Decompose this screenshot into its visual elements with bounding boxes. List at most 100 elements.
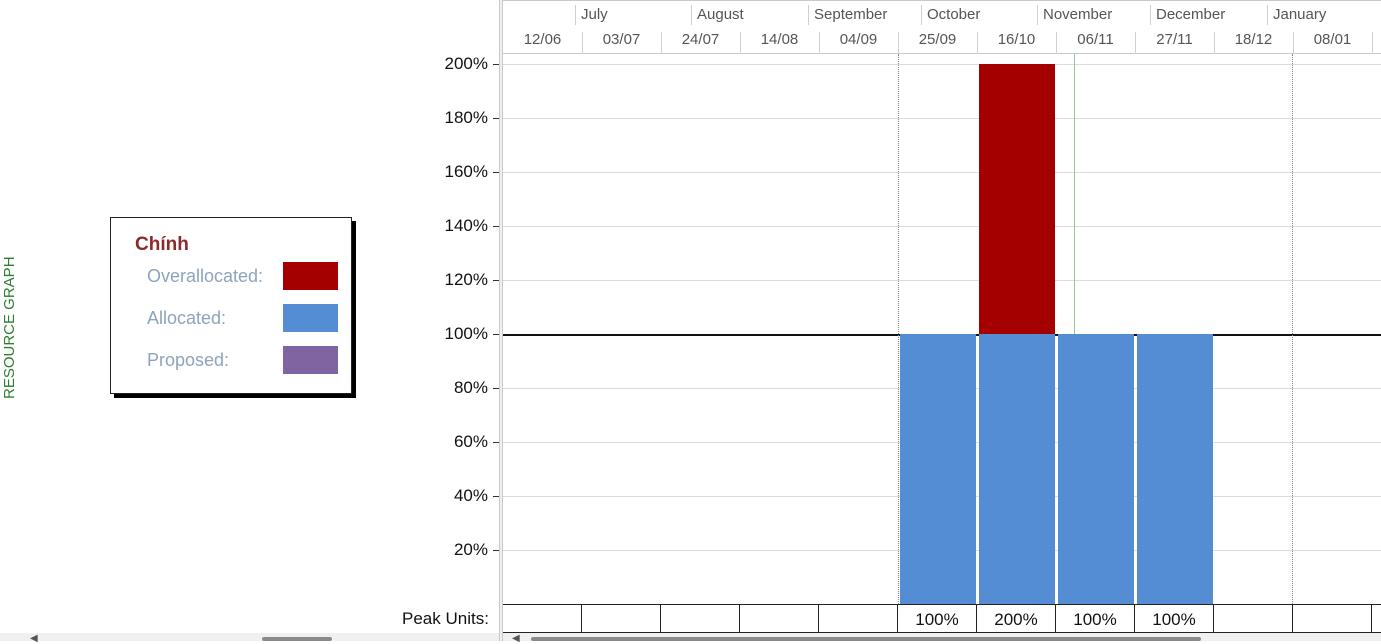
peak-units-row: 100% 200% 100% 100%	[503, 604, 1381, 633]
month-separator	[691, 5, 692, 25]
peak-units-cell	[740, 605, 819, 633]
legend-title: Chính	[135, 234, 189, 255]
y-tick-mark	[493, 388, 499, 389]
y-tick-label: 140%	[444, 216, 488, 235]
period-marker-line	[898, 54, 899, 604]
y-tick-label: 180%	[444, 108, 488, 127]
peak-units-cell	[1293, 605, 1372, 633]
month-separator	[1267, 5, 1268, 25]
left-scroll-arrow-icon[interactable]: ◀	[30, 633, 38, 644]
gridline	[503, 118, 1381, 119]
peak-units-cell	[661, 605, 740, 633]
legend-box[interactable]: Chính Overallocated: Allocated: Proposed…	[110, 217, 352, 394]
left-scroll-thumb[interactable]	[262, 637, 332, 641]
timescale-week: 04/09	[839, 31, 878, 48]
resource-graph	[503, 54, 1381, 604]
week-separator	[661, 32, 662, 54]
y-tick-label: 120%	[444, 270, 488, 289]
bar-overallocated-16-10[interactable]	[979, 64, 1055, 334]
y-tick-label: 100%	[444, 324, 488, 343]
y-tick-label: 40%	[453, 486, 488, 505]
month-separator	[1037, 5, 1038, 25]
legend-swatch-overallocated	[283, 262, 338, 290]
peak-units-cell: 100%	[1135, 605, 1214, 633]
peak-units-label: Peak Units:	[402, 609, 489, 628]
y-tick-mark	[493, 226, 499, 227]
peak-units-cell	[1214, 605, 1293, 633]
month-separator	[921, 5, 922, 25]
bar-allocated-16-10[interactable]	[979, 334, 1055, 604]
status-date-line	[1074, 54, 1075, 604]
week-separator	[740, 32, 741, 54]
timescale-header[interactable]: July August September October November Decemb…	[503, 0, 1381, 54]
week-separator	[1135, 32, 1136, 54]
y-tick-mark	[493, 280, 499, 281]
y-tick-mark	[493, 550, 499, 551]
timescale-week: 03/07	[602, 31, 641, 48]
timescale-week: 27/11	[1156, 31, 1193, 48]
y-tick-mark	[493, 172, 499, 173]
timescale-week: 24/07	[681, 31, 720, 48]
timescale-week: 18/12	[1234, 31, 1273, 48]
peak-units-cell	[582, 605, 661, 633]
week-separator	[1372, 32, 1373, 54]
y-tick-mark	[493, 334, 499, 335]
week-separator	[898, 32, 899, 54]
left-pane: RESOURCE GRAPH Chính Overallocated: Allo…	[0, 0, 500, 641]
y-tick-label: 160%	[444, 162, 488, 181]
y-tick-mark	[493, 496, 499, 497]
week-separator	[819, 32, 820, 54]
y-tick-mark	[493, 64, 499, 65]
legend-label-allocated: Allocated:	[147, 308, 227, 328]
period-marker-line	[1292, 54, 1293, 604]
timescale-month: November	[1043, 6, 1113, 23]
timescale-week: 25/09	[918, 31, 957, 48]
bar-allocated-25-09[interactable]	[900, 334, 976, 604]
legend-label-proposed: Proposed:	[147, 350, 230, 370]
peak-units-cell	[503, 605, 582, 633]
timescale-week: 06/11	[1077, 31, 1114, 48]
y-tick-label: 80%	[453, 378, 488, 397]
bar-allocated-27-11[interactable]	[1137, 334, 1213, 604]
timescale-month: July	[581, 6, 608, 23]
bar-allocated-06-11[interactable]	[1058, 334, 1134, 604]
legend-swatch-allocated	[283, 304, 338, 332]
timescale-week: 08/01	[1313, 31, 1352, 48]
timescale-week: 16/10	[997, 31, 1036, 48]
left-horizontal-scrollbar[interactable]	[0, 633, 499, 641]
y-tick-label: 20%	[453, 540, 488, 559]
timescale-month: January	[1273, 6, 1327, 23]
peak-units-cell: 200%	[977, 605, 1056, 633]
gridline	[503, 172, 1381, 173]
y-tick-label: 60%	[453, 432, 488, 451]
gridline	[503, 226, 1381, 227]
peak-units-cell: 100%	[898, 605, 977, 633]
gridline	[503, 280, 1381, 281]
month-separator	[1150, 5, 1151, 25]
week-separator	[977, 32, 978, 54]
right-scroll-thumb[interactable]	[531, 637, 1201, 641]
legend-label-overallocated: Overallocated:	[147, 266, 264, 286]
timescale-week: 14/08	[760, 31, 799, 48]
right-horizontal-scrollbar[interactable]	[503, 633, 1381, 641]
peak-units-cell: 100%	[1056, 605, 1135, 633]
timescale-month: August	[697, 6, 744, 23]
y-tick-mark	[493, 118, 499, 119]
peak-units-cell	[819, 605, 898, 633]
legend-swatch-proposed	[283, 346, 338, 374]
timescale-week: 12/06	[523, 31, 562, 48]
week-separator	[1293, 32, 1294, 54]
pane-label: RESOURCE GRAPH	[1, 256, 18, 399]
week-separator	[582, 32, 583, 54]
week-separator	[1214, 32, 1215, 54]
week-separator	[1056, 32, 1057, 54]
y-tick-label: 200%	[444, 54, 488, 73]
timescale-month: October	[927, 6, 981, 23]
pane-splitter[interactable]	[499, 0, 503, 641]
timescale-month: September	[814, 6, 888, 23]
gridline	[503, 64, 1381, 65]
right-scroll-arrow-icon[interactable]: ◀	[512, 633, 520, 644]
month-separator	[575, 5, 576, 25]
timescale-month: December	[1156, 6, 1226, 23]
month-separator	[808, 5, 809, 25]
